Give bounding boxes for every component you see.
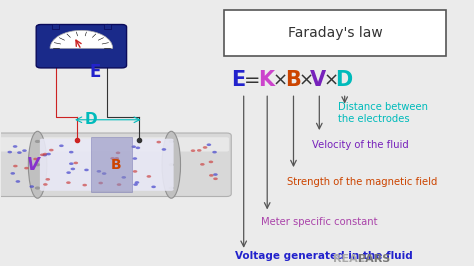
Circle shape xyxy=(133,183,138,186)
Text: Distance between
the electrodes: Distance between the electrodes xyxy=(338,102,428,124)
Circle shape xyxy=(110,157,115,160)
Circle shape xyxy=(10,172,15,175)
Ellipse shape xyxy=(28,131,47,198)
FancyBboxPatch shape xyxy=(224,10,446,56)
Bar xyxy=(52,24,59,29)
Circle shape xyxy=(135,181,139,184)
Circle shape xyxy=(191,149,195,152)
Circle shape xyxy=(84,169,89,171)
Circle shape xyxy=(169,140,174,143)
Circle shape xyxy=(97,170,101,173)
Text: =: = xyxy=(244,70,260,90)
Circle shape xyxy=(8,151,12,153)
FancyBboxPatch shape xyxy=(40,139,173,191)
Circle shape xyxy=(33,158,38,160)
Circle shape xyxy=(43,183,48,186)
Circle shape xyxy=(146,175,151,178)
Circle shape xyxy=(22,149,27,152)
Circle shape xyxy=(16,180,20,183)
Circle shape xyxy=(59,144,64,147)
Circle shape xyxy=(133,157,137,160)
Text: V: V xyxy=(310,70,326,90)
FancyBboxPatch shape xyxy=(0,133,231,197)
Ellipse shape xyxy=(162,131,181,198)
Text: E: E xyxy=(90,63,101,81)
Text: D: D xyxy=(84,112,97,127)
Circle shape xyxy=(213,173,218,176)
Circle shape xyxy=(71,168,75,170)
Circle shape xyxy=(197,149,201,152)
Circle shape xyxy=(156,141,161,143)
Circle shape xyxy=(133,170,137,173)
Text: ×: × xyxy=(272,71,287,89)
Bar xyxy=(103,24,111,29)
Circle shape xyxy=(24,167,29,169)
Text: E: E xyxy=(231,70,245,90)
Circle shape xyxy=(17,151,22,154)
Text: V: V xyxy=(27,156,39,174)
Circle shape xyxy=(66,181,71,184)
Text: ×: × xyxy=(298,71,313,89)
Circle shape xyxy=(209,174,214,177)
Circle shape xyxy=(35,186,40,190)
Circle shape xyxy=(114,157,119,160)
Circle shape xyxy=(66,171,71,174)
Text: Voltage generated in the fluid: Voltage generated in the fluid xyxy=(235,251,413,261)
Circle shape xyxy=(116,152,120,154)
Circle shape xyxy=(136,147,140,149)
Circle shape xyxy=(73,162,78,164)
FancyBboxPatch shape xyxy=(36,24,127,68)
Text: Meter specific constant: Meter specific constant xyxy=(261,217,378,227)
Circle shape xyxy=(207,143,211,146)
Circle shape xyxy=(40,153,45,156)
Circle shape xyxy=(49,149,54,151)
Circle shape xyxy=(99,182,103,184)
FancyBboxPatch shape xyxy=(0,137,229,152)
Text: Faraday's law: Faraday's law xyxy=(288,26,383,40)
Circle shape xyxy=(46,178,50,181)
Text: PARS: PARS xyxy=(358,254,390,264)
Circle shape xyxy=(212,151,217,153)
Text: B: B xyxy=(284,70,301,90)
Circle shape xyxy=(203,146,208,149)
Text: B: B xyxy=(110,158,121,172)
Circle shape xyxy=(29,185,34,188)
Circle shape xyxy=(42,154,47,156)
Text: K: K xyxy=(258,70,274,90)
Circle shape xyxy=(151,185,156,188)
Circle shape xyxy=(43,153,47,155)
Circle shape xyxy=(82,184,87,186)
Text: ×: × xyxy=(324,71,339,89)
Circle shape xyxy=(13,165,18,167)
Text: Velocity of the fluid: Velocity of the fluid xyxy=(312,140,409,150)
Circle shape xyxy=(213,177,218,180)
Circle shape xyxy=(121,176,126,179)
FancyBboxPatch shape xyxy=(91,137,132,192)
Circle shape xyxy=(102,172,107,175)
Circle shape xyxy=(169,163,174,166)
Circle shape xyxy=(162,148,166,151)
Text: REAL: REAL xyxy=(333,254,365,264)
Text: Strength of the magnetic field: Strength of the magnetic field xyxy=(288,177,438,187)
Circle shape xyxy=(13,145,18,148)
Circle shape xyxy=(117,183,121,186)
Circle shape xyxy=(69,151,73,153)
Circle shape xyxy=(35,163,40,166)
Text: D: D xyxy=(335,70,352,90)
Circle shape xyxy=(169,186,174,190)
Wedge shape xyxy=(50,30,113,48)
Circle shape xyxy=(209,161,213,163)
Circle shape xyxy=(35,140,40,143)
Circle shape xyxy=(46,153,51,155)
Circle shape xyxy=(131,146,136,148)
Circle shape xyxy=(69,162,73,165)
Circle shape xyxy=(200,163,205,166)
